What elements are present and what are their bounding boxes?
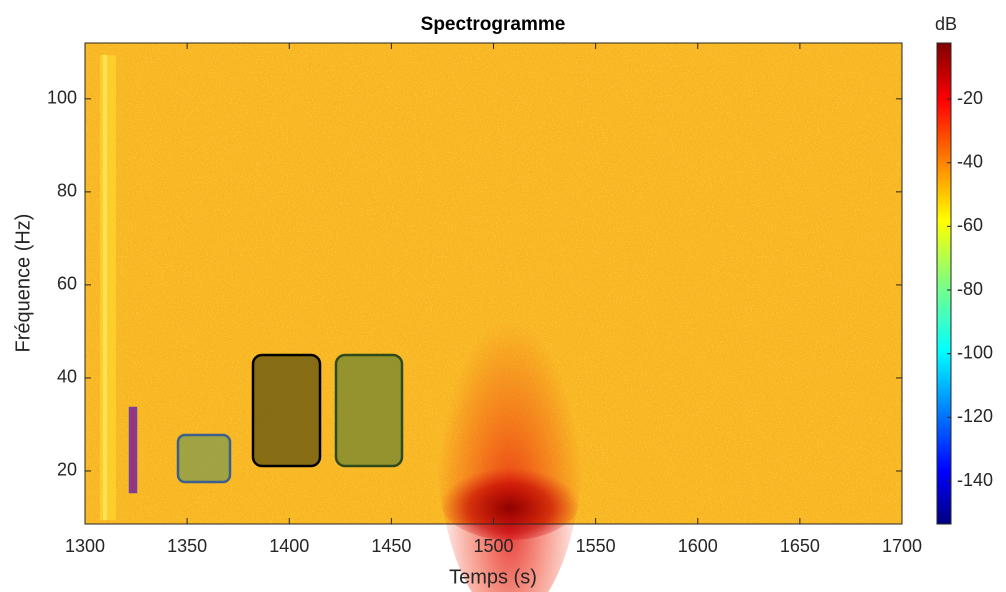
colorbar-tick-label: -80	[957, 279, 983, 299]
x-tick-label: 1700	[882, 536, 922, 556]
black-box	[251, 353, 322, 468]
colorbar-label: dB	[935, 14, 957, 34]
colorbar-tick-label: -60	[957, 215, 983, 235]
y-tick-label: 80	[57, 181, 77, 201]
y-axis-label: Fréquence (Hz)	[12, 214, 34, 353]
spectrogram-image	[85, 43, 902, 592]
colorbar-tick-label: -140	[957, 470, 993, 490]
annotations	[128, 353, 404, 494]
y-tick-label: 60	[57, 274, 77, 294]
chart-title: Spectrogramme	[421, 14, 566, 35]
x-tick-label: 1600	[678, 536, 718, 556]
green-box	[334, 353, 404, 468]
x-axis-label: Temps (s)	[449, 566, 537, 588]
colorbar-tick-label: -40	[957, 151, 983, 171]
y-tick-label: 40	[57, 367, 77, 387]
purple-marker	[128, 406, 138, 494]
colorbar-tick-label: -20	[957, 88, 983, 108]
colorbar-tick-label: -100	[957, 342, 993, 362]
y-tick-label: 20	[57, 460, 77, 480]
x-tick-label: 1450	[371, 536, 411, 556]
y-tick-label: 100	[47, 88, 77, 108]
blue-box	[176, 433, 232, 484]
x-tick-label: 1650	[780, 536, 820, 556]
x-tick-label: 1500	[473, 536, 513, 556]
colorbar-tick-label: -120	[957, 406, 993, 426]
colorbar	[936, 42, 952, 525]
x-tick-label: 1300	[65, 536, 105, 556]
x-tick-label: 1350	[167, 536, 207, 556]
x-tick-label: 1550	[576, 536, 616, 556]
x-tick-label: 1400	[269, 536, 309, 556]
